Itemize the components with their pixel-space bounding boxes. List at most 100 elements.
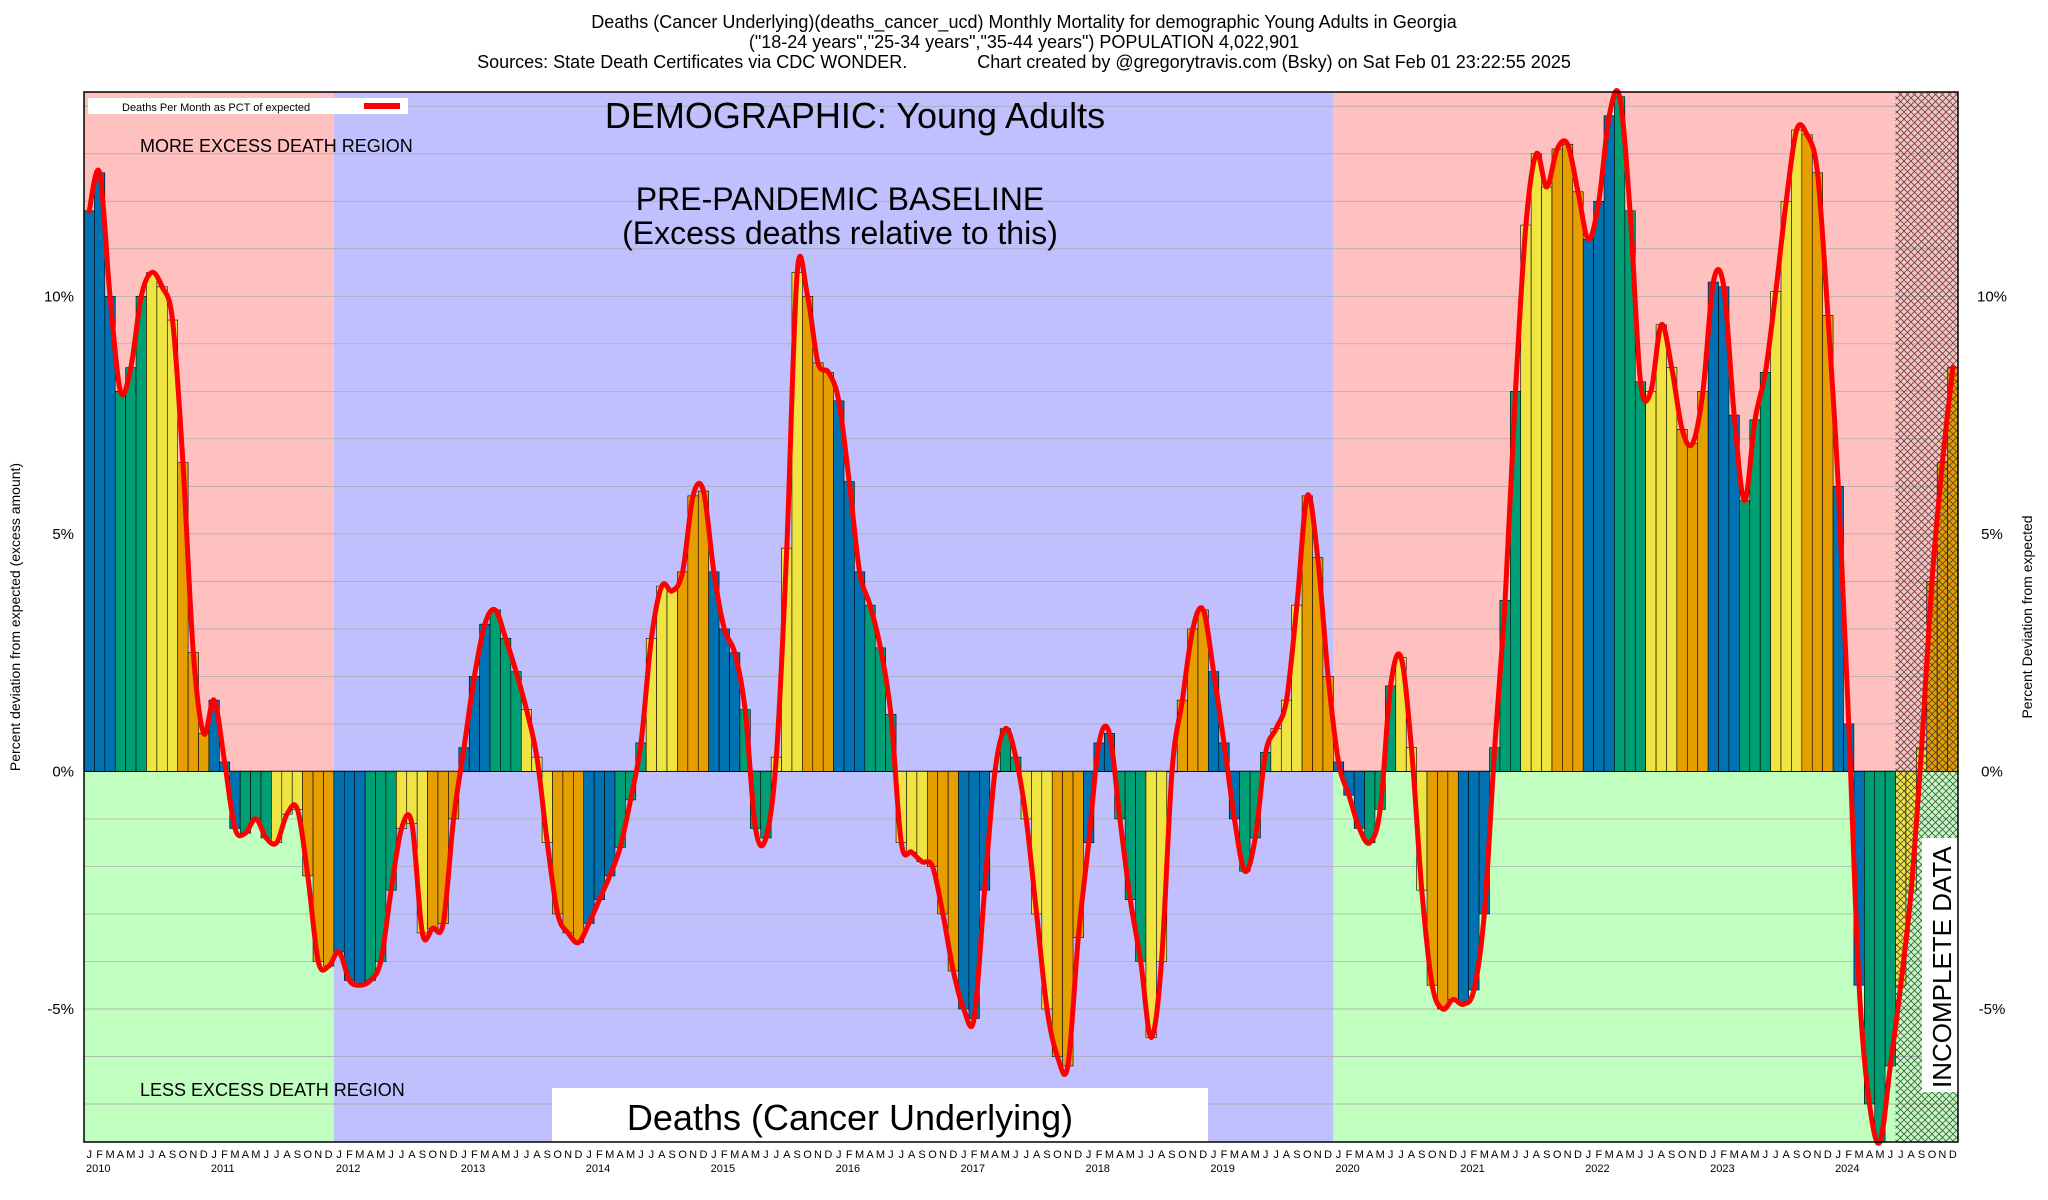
- x-month-label: J: [649, 1149, 655, 1161]
- x-year-label: 2022: [1585, 1163, 1609, 1175]
- x-month-label: S: [669, 1149, 676, 1161]
- data-bar: [427, 771, 439, 929]
- data-bar: [958, 771, 970, 1010]
- x-month-label: M: [1875, 1149, 1884, 1161]
- chart-title: Deaths (Cancer Underlying)(deaths_cancer…: [591, 12, 1457, 32]
- x-month-label: J: [513, 1149, 519, 1161]
- x-month-label: A: [1491, 1149, 1499, 1161]
- x-month-label: M: [1480, 1149, 1489, 1161]
- x-month-label: A: [783, 1149, 791, 1161]
- x-month-label: A: [1866, 1149, 1874, 1161]
- x-year-label: 2018: [1085, 1163, 1109, 1175]
- data-bar: [323, 771, 335, 967]
- x-month-label: N: [1564, 1149, 1572, 1161]
- x-month-label: O: [1678, 1149, 1687, 1161]
- data-bar: [1447, 771, 1459, 1000]
- x-month-label: J: [211, 1149, 217, 1161]
- x-month-label: M: [1605, 1149, 1614, 1161]
- x-month-label: D: [1074, 1149, 1082, 1161]
- x-month-label: D: [1949, 1149, 1957, 1161]
- x-month-label: A: [117, 1149, 125, 1161]
- baseline-label: PRE-PANDEMIC BASELINE: [636, 181, 1044, 217]
- x-month-label: J: [586, 1149, 592, 1161]
- x-month-label: M: [480, 1149, 489, 1161]
- x-month-label: J: [1711, 1149, 1717, 1161]
- data-bar: [833, 400, 845, 772]
- x-month-label: N: [1813, 1149, 1821, 1161]
- x-month-label: O: [179, 1149, 188, 1161]
- x-month-label: N: [939, 1149, 947, 1161]
- x-month-label: J: [1023, 1149, 1029, 1161]
- x-month-label: O: [1553, 1149, 1562, 1161]
- data-bar: [1551, 148, 1563, 772]
- x-month-label: J: [1523, 1149, 1529, 1161]
- x-month-label: S: [544, 1149, 551, 1161]
- x-month-label: J: [86, 1149, 92, 1161]
- data-bar: [916, 771, 928, 862]
- x-month-label: N: [1064, 1149, 1072, 1161]
- x-month-label: M: [501, 1149, 510, 1161]
- x-month-label: N: [814, 1149, 822, 1161]
- metric-label-box: [552, 1088, 1208, 1144]
- x-month-label: N: [1314, 1149, 1322, 1161]
- x-month-label: D: [575, 1149, 583, 1161]
- x-month-label: A: [408, 1149, 416, 1161]
- x-month-label: A: [741, 1149, 749, 1161]
- data-bar: [656, 585, 668, 772]
- data-bar: [1457, 771, 1469, 1005]
- data-bar: [906, 771, 918, 853]
- x-month-label: M: [605, 1149, 614, 1161]
- x-month-label: A: [1033, 1149, 1041, 1161]
- x-month-label: J: [399, 1149, 405, 1161]
- x-month-label: S: [1418, 1149, 1425, 1161]
- x-month-label: J: [336, 1149, 342, 1161]
- x-month-label: O: [553, 1149, 562, 1161]
- x-month-label: J: [1336, 1149, 1342, 1161]
- x-month-label: O: [304, 1149, 313, 1161]
- data-bar: [593, 771, 605, 900]
- x-month-label: M: [1230, 1149, 1239, 1161]
- x-month-label: A: [617, 1149, 625, 1161]
- x-month-label: F: [1096, 1149, 1103, 1161]
- data-bar: [1051, 771, 1063, 1057]
- x-month-label: S: [1918, 1149, 1925, 1161]
- x-year-label: 2017: [961, 1163, 985, 1175]
- x-month-label: S: [169, 1149, 176, 1161]
- x-month-label: J: [1273, 1149, 1279, 1161]
- x-month-label: D: [824, 1149, 832, 1161]
- x-month-label: J: [388, 1149, 394, 1161]
- x-month-label: J: [263, 1149, 269, 1161]
- x-month-label: J: [149, 1149, 155, 1161]
- data-bar: [1437, 771, 1449, 1010]
- x-month-label: J: [961, 1149, 967, 1161]
- x-year-label: 2019: [1210, 1163, 1234, 1175]
- y-tick-label: 10%: [44, 288, 74, 305]
- x-month-label: M: [1355, 1149, 1364, 1161]
- x-month-label: J: [888, 1149, 894, 1161]
- data-bar: [250, 771, 262, 820]
- chart-subtitle-population: ("18-24 years","25-34 years","35-44 year…: [748, 32, 1300, 52]
- y-tick-label-right: 5%: [1981, 526, 2003, 543]
- data-bar: [1811, 172, 1823, 772]
- x-month-label: M: [1625, 1149, 1634, 1161]
- x-month-label: N: [1938, 1149, 1946, 1161]
- data-bar: [1687, 443, 1699, 772]
- x-month-label: S: [419, 1149, 426, 1161]
- x-month-label: A: [866, 1149, 874, 1161]
- data-bar: [573, 771, 585, 943]
- data-bar: [1697, 391, 1709, 772]
- x-month-label: A: [1241, 1149, 1249, 1161]
- x-month-label: D: [200, 1149, 208, 1161]
- x-year-label: 2013: [461, 1163, 485, 1175]
- data-bar: [1874, 771, 1886, 1143]
- x-month-label: O: [1303, 1149, 1312, 1161]
- x-month-label: A: [1158, 1149, 1166, 1161]
- x-month-label: J: [1898, 1149, 1904, 1161]
- x-month-label: A: [658, 1149, 666, 1161]
- x-month-label: F: [1346, 1149, 1353, 1161]
- x-month-label: S: [1543, 1149, 1550, 1161]
- x-month-label: J: [524, 1149, 530, 1161]
- x-month-label: M: [1001, 1149, 1010, 1161]
- x-month-label: A: [1907, 1149, 1915, 1161]
- x-month-label: F: [221, 1149, 228, 1161]
